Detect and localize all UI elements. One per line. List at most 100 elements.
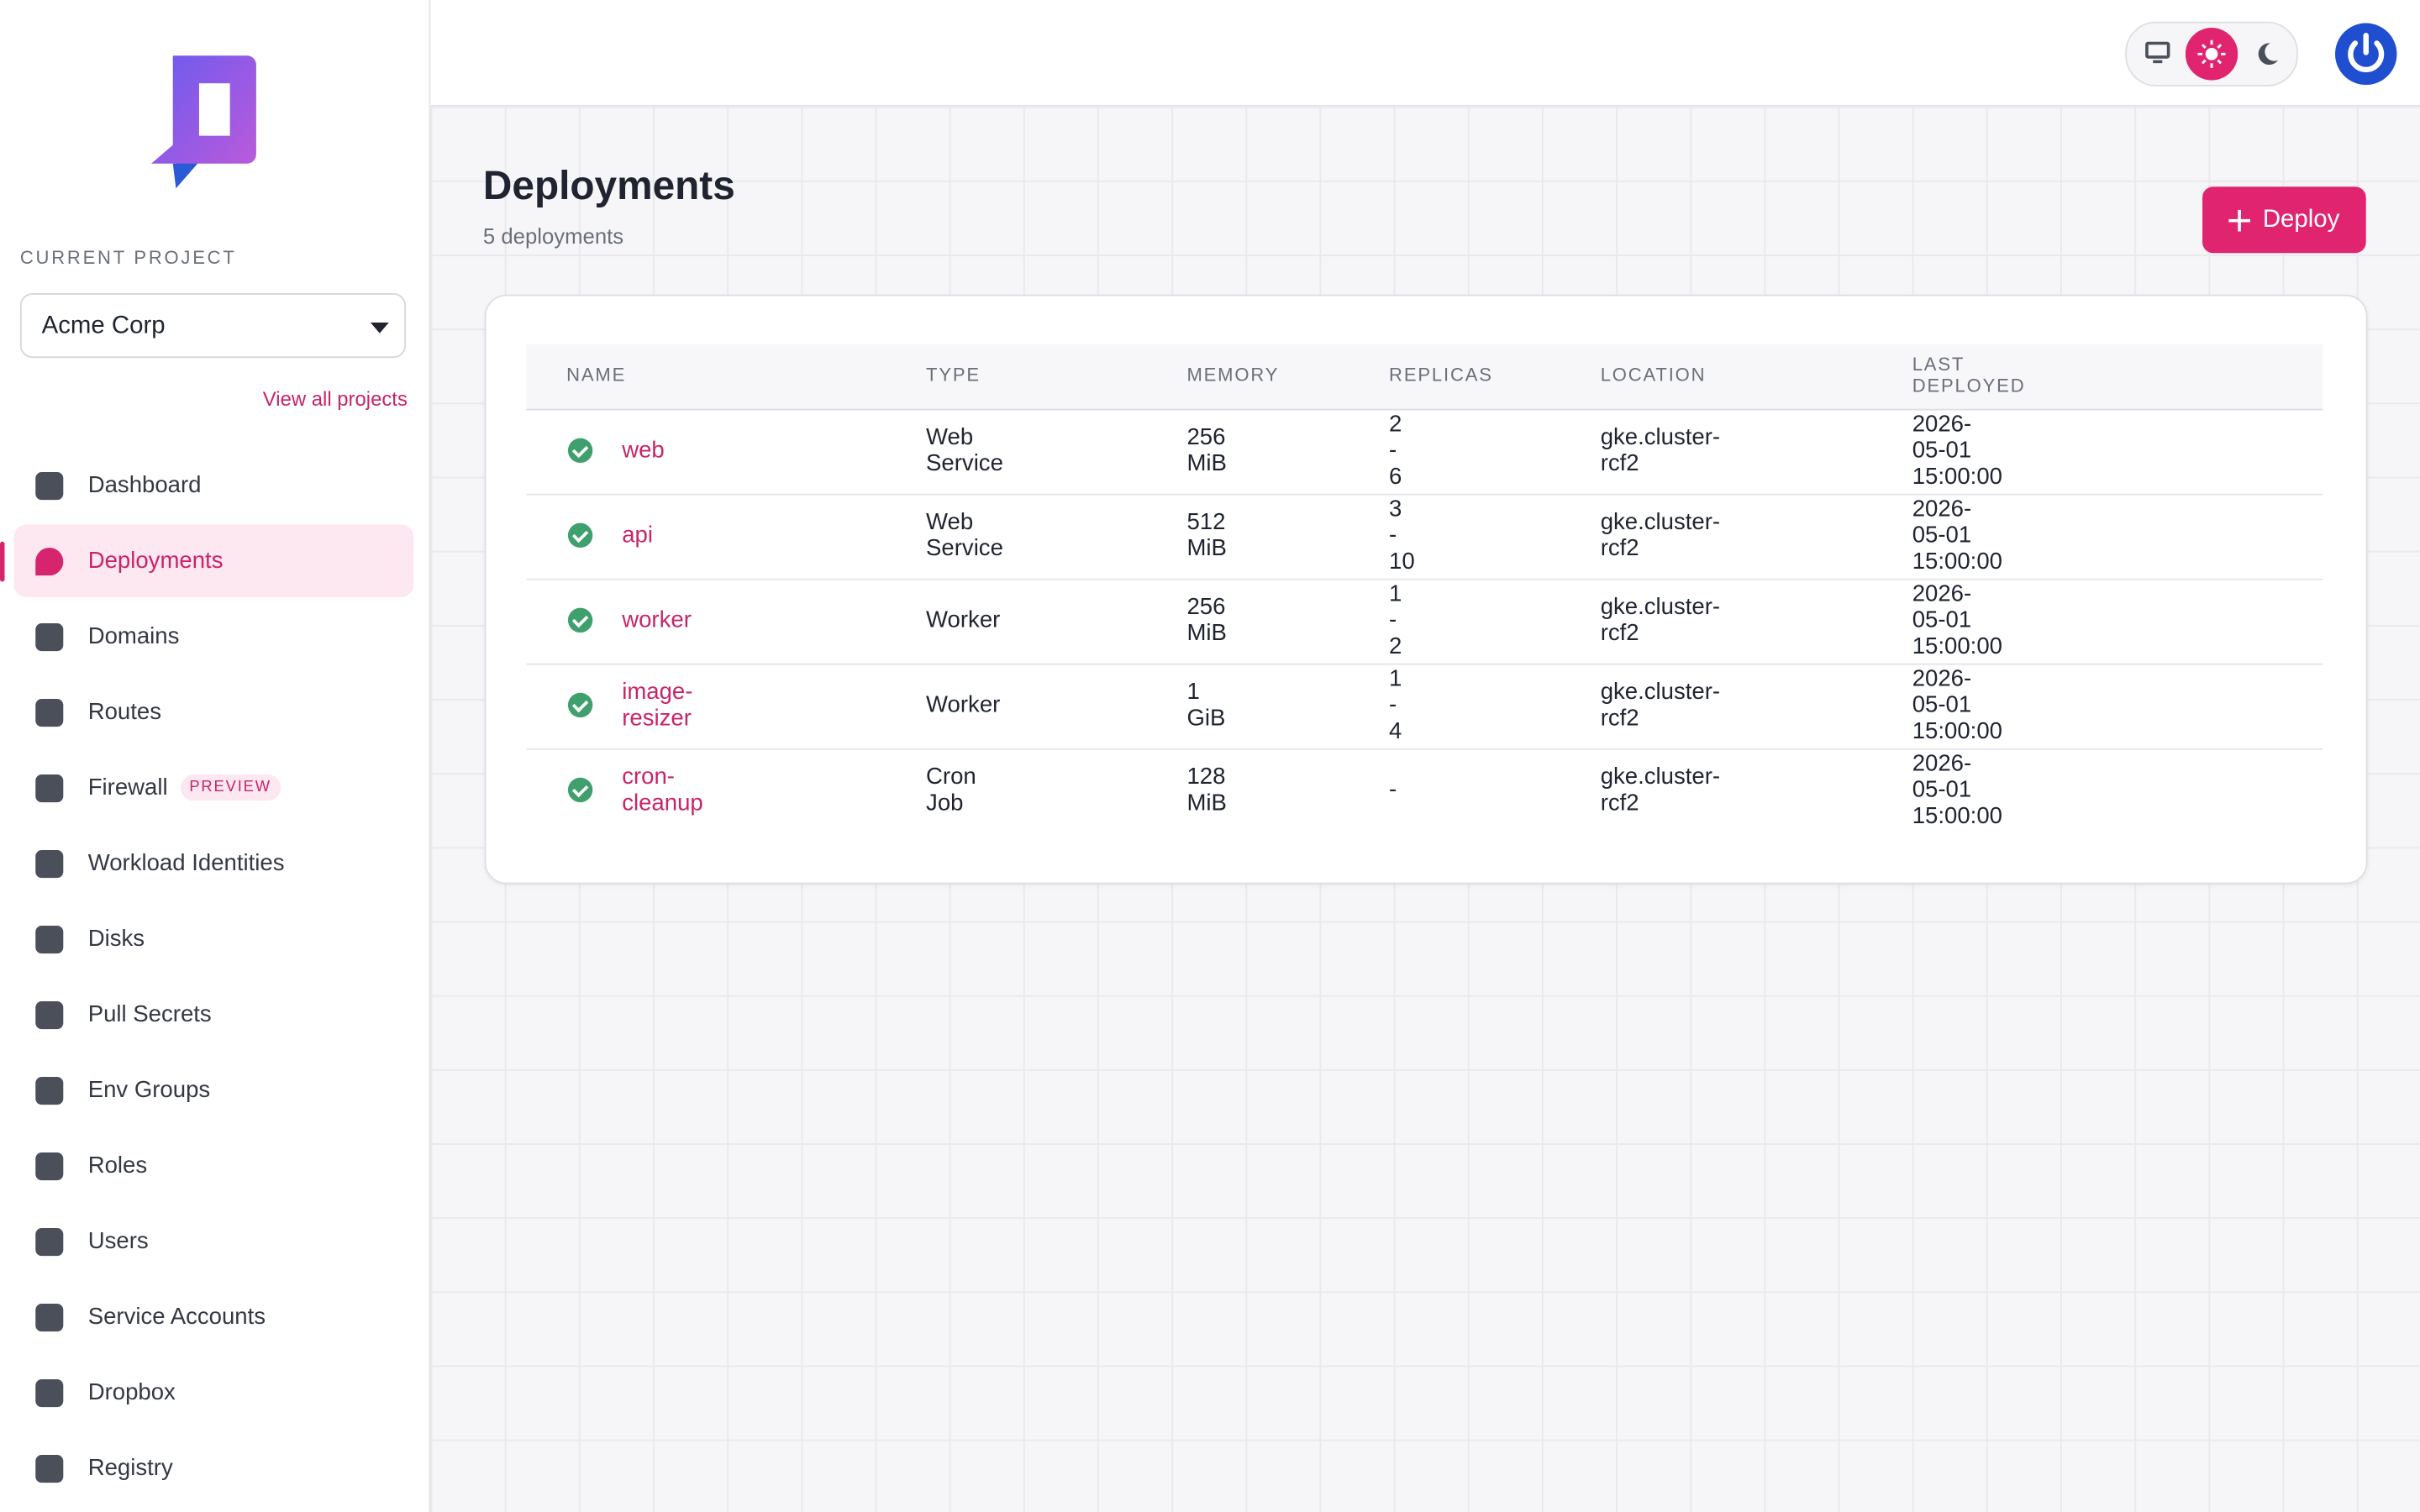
- deployment-link[interactable]: worker: [622, 606, 692, 633]
- row-divider: [526, 663, 2323, 665]
- nav-label: Routes: [87, 699, 161, 726]
- deployment-link[interactable]: web: [622, 437, 665, 464]
- cell: 2026-05-01 15:00:00: [1912, 411, 2002, 491]
- cell: 128 MiB: [1186, 764, 1227, 816]
- nav-badge: PREVIEW: [180, 774, 281, 801]
- cell: 1 - 2: [1389, 580, 1402, 660]
- project-label: CURRENT PROJECT: [19, 246, 237, 269]
- nav-item[interactable]: Registry: [14, 1431, 414, 1504]
- column-header: MEMORY: [1186, 364, 1280, 386]
- nav-label: Roles: [87, 1152, 148, 1179]
- cell: 512 MiB: [1186, 509, 1227, 562]
- cell: 2 - 6: [1389, 411, 1402, 491]
- column-header: REPLICAS: [1389, 364, 1493, 386]
- topbar: [430, 0, 2420, 107]
- nav-item[interactable]: Users: [14, 1205, 414, 1277]
- nav-icon: [35, 547, 64, 575]
- project-name: Acme Corp: [41, 312, 166, 340]
- status-icon: [567, 777, 593, 803]
- column-header: TYPE: [926, 364, 981, 386]
- power-avatar[interactable]: [2333, 22, 2398, 87]
- cell: gke.cluster-rcf2: [1600, 764, 1721, 816]
- deployment-link[interactable]: api: [622, 522, 653, 549]
- nav-item[interactable]: Domains: [14, 600, 414, 672]
- check: [571, 611, 589, 628]
- nav-icon: [35, 1076, 64, 1105]
- nav-item[interactable]: Roles: [14, 1129, 414, 1201]
- system-theme[interactable]: [2145, 41, 2170, 64]
- nav-item[interactable]: Dashboard: [14, 449, 414, 521]
- cell: gke.cluster-rcf2: [1600, 594, 1721, 647]
- cell: 2026-05-01 15:00:00: [1912, 496, 2002, 575]
- deployment-link[interactable]: cron-cleanup: [622, 764, 703, 816]
- light-theme[interactable]: [2185, 28, 2238, 81]
- nav-icon: [35, 774, 64, 802]
- nav-item[interactable]: Dropbox: [14, 1356, 414, 1428]
- status-icon: [567, 607, 593, 633]
- nav-item[interactable]: Service Accounts: [14, 1280, 414, 1352]
- cell: Web Service: [926, 509, 1003, 562]
- status-icon: [567, 692, 593, 718]
- view-all-link[interactable]: View all projects: [262, 387, 408, 411]
- nav-icon: [35, 1378, 64, 1407]
- nav-label: Disks: [87, 926, 145, 953]
- cell: Worker: [926, 606, 1001, 633]
- check: [571, 780, 589, 798]
- page-title: Deployments: [482, 161, 735, 208]
- nav-icon: [35, 622, 64, 651]
- nav-item[interactable]: Pull Secrets: [14, 978, 414, 1050]
- nav-label: Domains: [87, 623, 180, 650]
- plus-icon: [2228, 208, 2251, 231]
- nav-label: Users: [87, 1228, 149, 1255]
- cell: 1 - 4: [1389, 665, 1402, 745]
- nav-label: Deployments: [87, 548, 224, 575]
- row-divider: [526, 578, 2323, 580]
- page-subtitle: 5 deployments: [482, 223, 624, 249]
- column-header: LAST DEPLOYED: [1912, 353, 2026, 397]
- deployment-link[interactable]: image-resizer: [622, 679, 693, 732]
- status-icon: [567, 522, 593, 549]
- cell: Web Service: [926, 424, 1003, 477]
- nav-item[interactable]: Firewall PREVIEW: [14, 751, 414, 823]
- cell: 1 GiB: [1186, 679, 1226, 732]
- nav-item[interactable]: Disks: [14, 902, 414, 974]
- nav-item[interactable]: Env Groups: [14, 1053, 414, 1126]
- nav-item[interactable]: Routes: [14, 675, 414, 748]
- status-icon: [567, 438, 593, 464]
- cell: Cron Job: [926, 764, 976, 816]
- cell: 256 MiB: [1186, 424, 1227, 477]
- table-header: [526, 344, 2323, 411]
- nav-icon: [35, 1454, 64, 1483]
- check: [571, 696, 589, 713]
- deploy-button[interactable]: Deploy: [2202, 186, 2366, 254]
- row-divider: [526, 493, 2323, 496]
- deploy-label: Deploy: [2262, 206, 2340, 233]
- nav-icon: [35, 698, 64, 727]
- nav-item[interactable]: Deployments: [13, 524, 414, 597]
- nav-icon: [35, 1303, 64, 1331]
- nav-icon: [35, 849, 64, 878]
- check: [571, 441, 589, 459]
- nav-icon: [35, 925, 64, 953]
- cell: gke.cluster-rcf2: [1600, 509, 1721, 562]
- dark-theme[interactable]: [2256, 42, 2279, 66]
- row-divider: [526, 748, 2323, 750]
- cell: -: [1389, 776, 1397, 804]
- nav-icon: [35, 471, 64, 500]
- nav-label: Dashboard: [87, 472, 202, 499]
- nav-icon: [35, 1000, 64, 1029]
- nav-label: Dropbox: [87, 1379, 176, 1406]
- project-select[interactable]: Acme Corp: [19, 292, 407, 359]
- cell: 2026-05-01 15:00:00: [1912, 665, 2002, 745]
- nav-label: Pull Secrets: [87, 1001, 212, 1028]
- caret: [370, 322, 389, 333]
- content: Deployments 5 deployments Deploy: [430, 106, 2420, 1512]
- nav-label: Workload Identities: [87, 850, 285, 877]
- cell: gke.cluster-rcf2: [1600, 679, 1721, 732]
- cell: 2026-05-01 15:00:00: [1912, 750, 2002, 830]
- nav-item[interactable]: Workload Identities: [14, 827, 414, 899]
- active-indicator: [0, 541, 5, 582]
- check: [571, 526, 589, 543]
